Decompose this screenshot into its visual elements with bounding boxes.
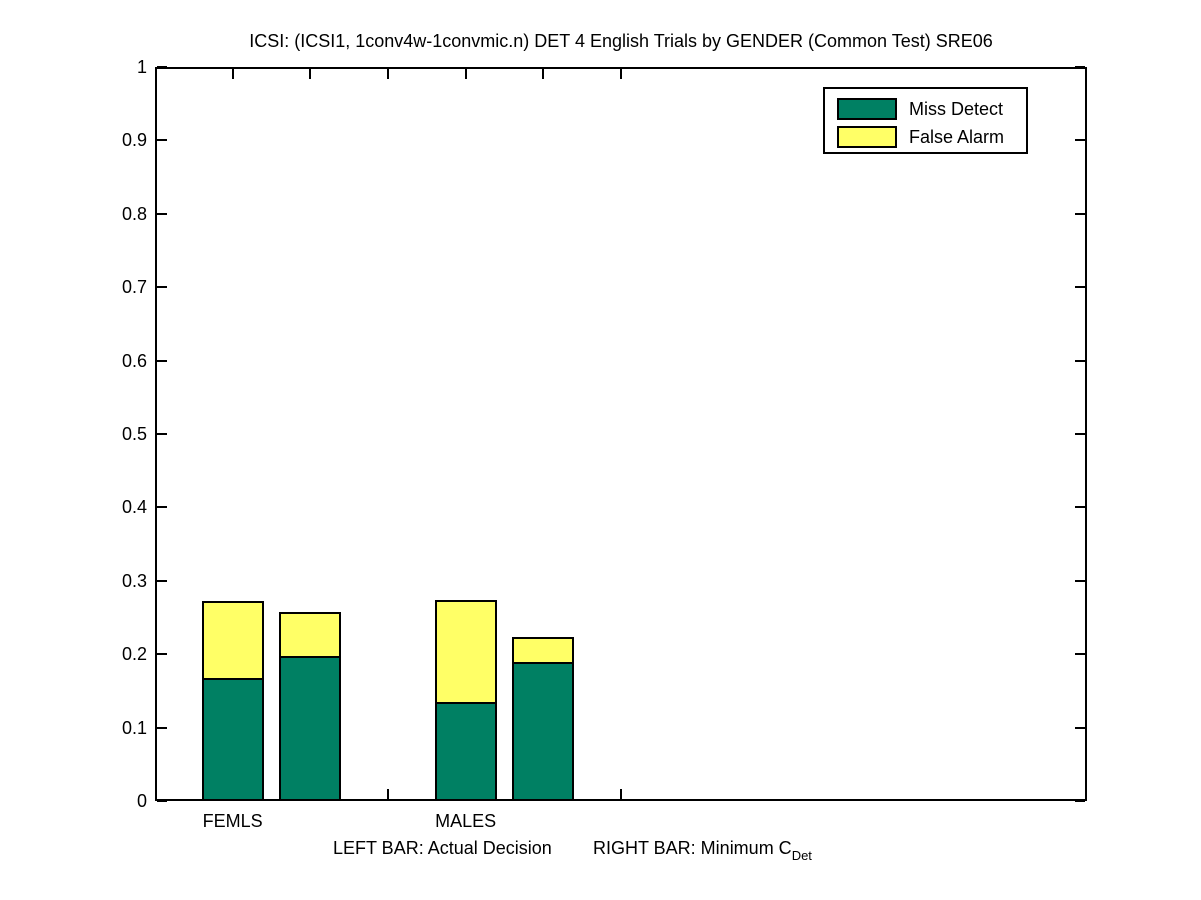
- y-axis-tick: [1075, 800, 1085, 802]
- y-axis-tick: [157, 359, 167, 362]
- x-axis-tick: [387, 789, 389, 799]
- y-axis-tick: [1075, 506, 1085, 509]
- y-tick-label: 0.5: [121, 424, 147, 444]
- y-tick-label: 0.9: [121, 130, 147, 151]
- y-axis-tick: [157, 286, 167, 289]
- miss-detect-swatch: [837, 98, 897, 120]
- x-axis-tick: [542, 69, 545, 79]
- y-tick-label: 0.3: [121, 570, 147, 591]
- y-tick-label: 0.4: [121, 497, 147, 518]
- x-axis-tick: [464, 69, 467, 79]
- y-axis-tick: [157, 726, 167, 729]
- x-axis-tick: [309, 69, 312, 79]
- chart-title: ICSI: (ICSI1, 1conv4w-1convmic.n) DET 4 …: [249, 31, 993, 51]
- y-axis-tick: [1075, 653, 1085, 656]
- bar-segment-false-alarm: [512, 636, 575, 664]
- x-axis-tick: [387, 69, 389, 79]
- footnote-right-bar-subscript: Det: [791, 848, 812, 863]
- footnote-right-bar: RIGHT BAR: Minimum CDet: [593, 838, 812, 863]
- y-tick-label: 0.7: [121, 277, 147, 298]
- y-tick-label: 0.8: [121, 203, 147, 224]
- y-axis-tick: [1075, 579, 1085, 582]
- y-axis-tick: [157, 433, 167, 435]
- y-axis-tick: [157, 212, 167, 215]
- y-axis-tick: [157, 579, 167, 582]
- legend-label-false-alarm: False Alarm: [909, 127, 1005, 147]
- bar-segment-false-alarm: [201, 601, 264, 680]
- y-axis-tick: [157, 66, 167, 68]
- bar-segment-false-alarm: [434, 599, 497, 704]
- y-tick-label: 0.6: [121, 350, 147, 371]
- plot-area: [155, 66, 1087, 802]
- y-axis-tick: [1075, 359, 1085, 362]
- y-axis-tick: [157, 653, 167, 656]
- y-tick-label: 1: [136, 57, 147, 77]
- footnote-left-bar: LEFT BAR: Actual Decision: [333, 838, 552, 858]
- y-tick-label: 0.1: [121, 717, 147, 738]
- x-tick-label: FEMLS: [202, 811, 263, 831]
- y-axis-tick: [157, 139, 167, 142]
- bar-segment-miss-detect: [201, 677, 264, 801]
- axes-box: [155, 67, 1087, 801]
- bar-segment-miss-detect: [512, 661, 575, 801]
- y-axis-tick: [1075, 139, 1085, 142]
- bar-segment-miss-detect: [434, 701, 497, 801]
- footnote-right-bar-text: RIGHT BAR: Minimum C: [593, 838, 792, 858]
- y-axis-tick: [1075, 433, 1085, 435]
- y-axis-tick: [1075, 726, 1085, 729]
- y-tick-label: 0.2: [121, 644, 147, 665]
- false-alarm-swatch: [837, 126, 897, 148]
- y-axis-tick: [157, 800, 167, 802]
- x-tick-label: MALES: [435, 811, 497, 831]
- bar-segment-false-alarm: [279, 611, 342, 658]
- x-axis-tick: [620, 789, 622, 799]
- y-axis-tick: [1075, 212, 1085, 215]
- y-tick-label: 0: [136, 791, 147, 811]
- bar-segment-miss-detect: [279, 655, 342, 801]
- y-axis-tick: [1075, 66, 1085, 68]
- legend-label-miss-detect: Miss Detect: [909, 99, 1004, 119]
- x-axis-tick: [231, 69, 234, 79]
- x-axis-tick: [620, 69, 622, 79]
- y-axis-tick: [1075, 286, 1085, 289]
- y-axis-tick: [157, 506, 167, 509]
- legend: Miss Detect False Alarm: [823, 87, 1028, 154]
